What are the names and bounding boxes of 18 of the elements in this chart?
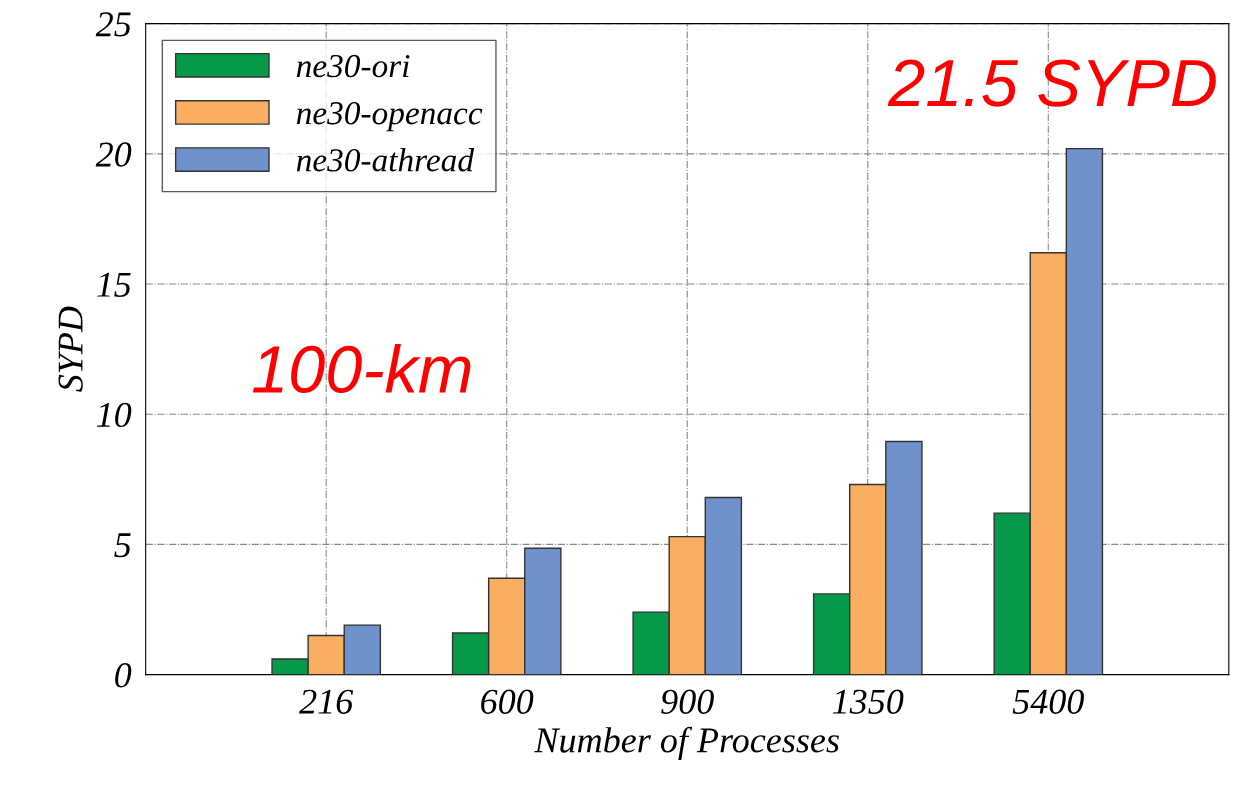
- legend-label: ne30-athread: [296, 148, 475, 172]
- x-tick-label: 216: [299, 689, 354, 714]
- y-tick-label: 10: [96, 402, 132, 428]
- y-tick-label: 20: [95, 142, 132, 167]
- legend-label: ne30-ori: [296, 54, 410, 78]
- x-axis-title: Number of Processes: [534, 726, 839, 760]
- y-tick-label: 15: [96, 272, 131, 297]
- y-tick-label: 0: [115, 663, 132, 688]
- x-tick-label: 900: [661, 689, 714, 714]
- x-tick-label: 600: [481, 689, 534, 714]
- y-tick-label: 5: [114, 533, 131, 558]
- y-axis-title: SYPD: [58, 306, 83, 392]
- annotation: 100-km: [252, 344, 471, 394]
- x-tick-label: 1350: [832, 689, 904, 714]
- annotation: 21.5 SYPD: [887, 59, 1216, 107]
- y-tick-label: 25: [95, 12, 131, 37]
- legend-label: ne30-openacc: [296, 101, 483, 132]
- x-tick-label: 5400: [1012, 689, 1084, 714]
